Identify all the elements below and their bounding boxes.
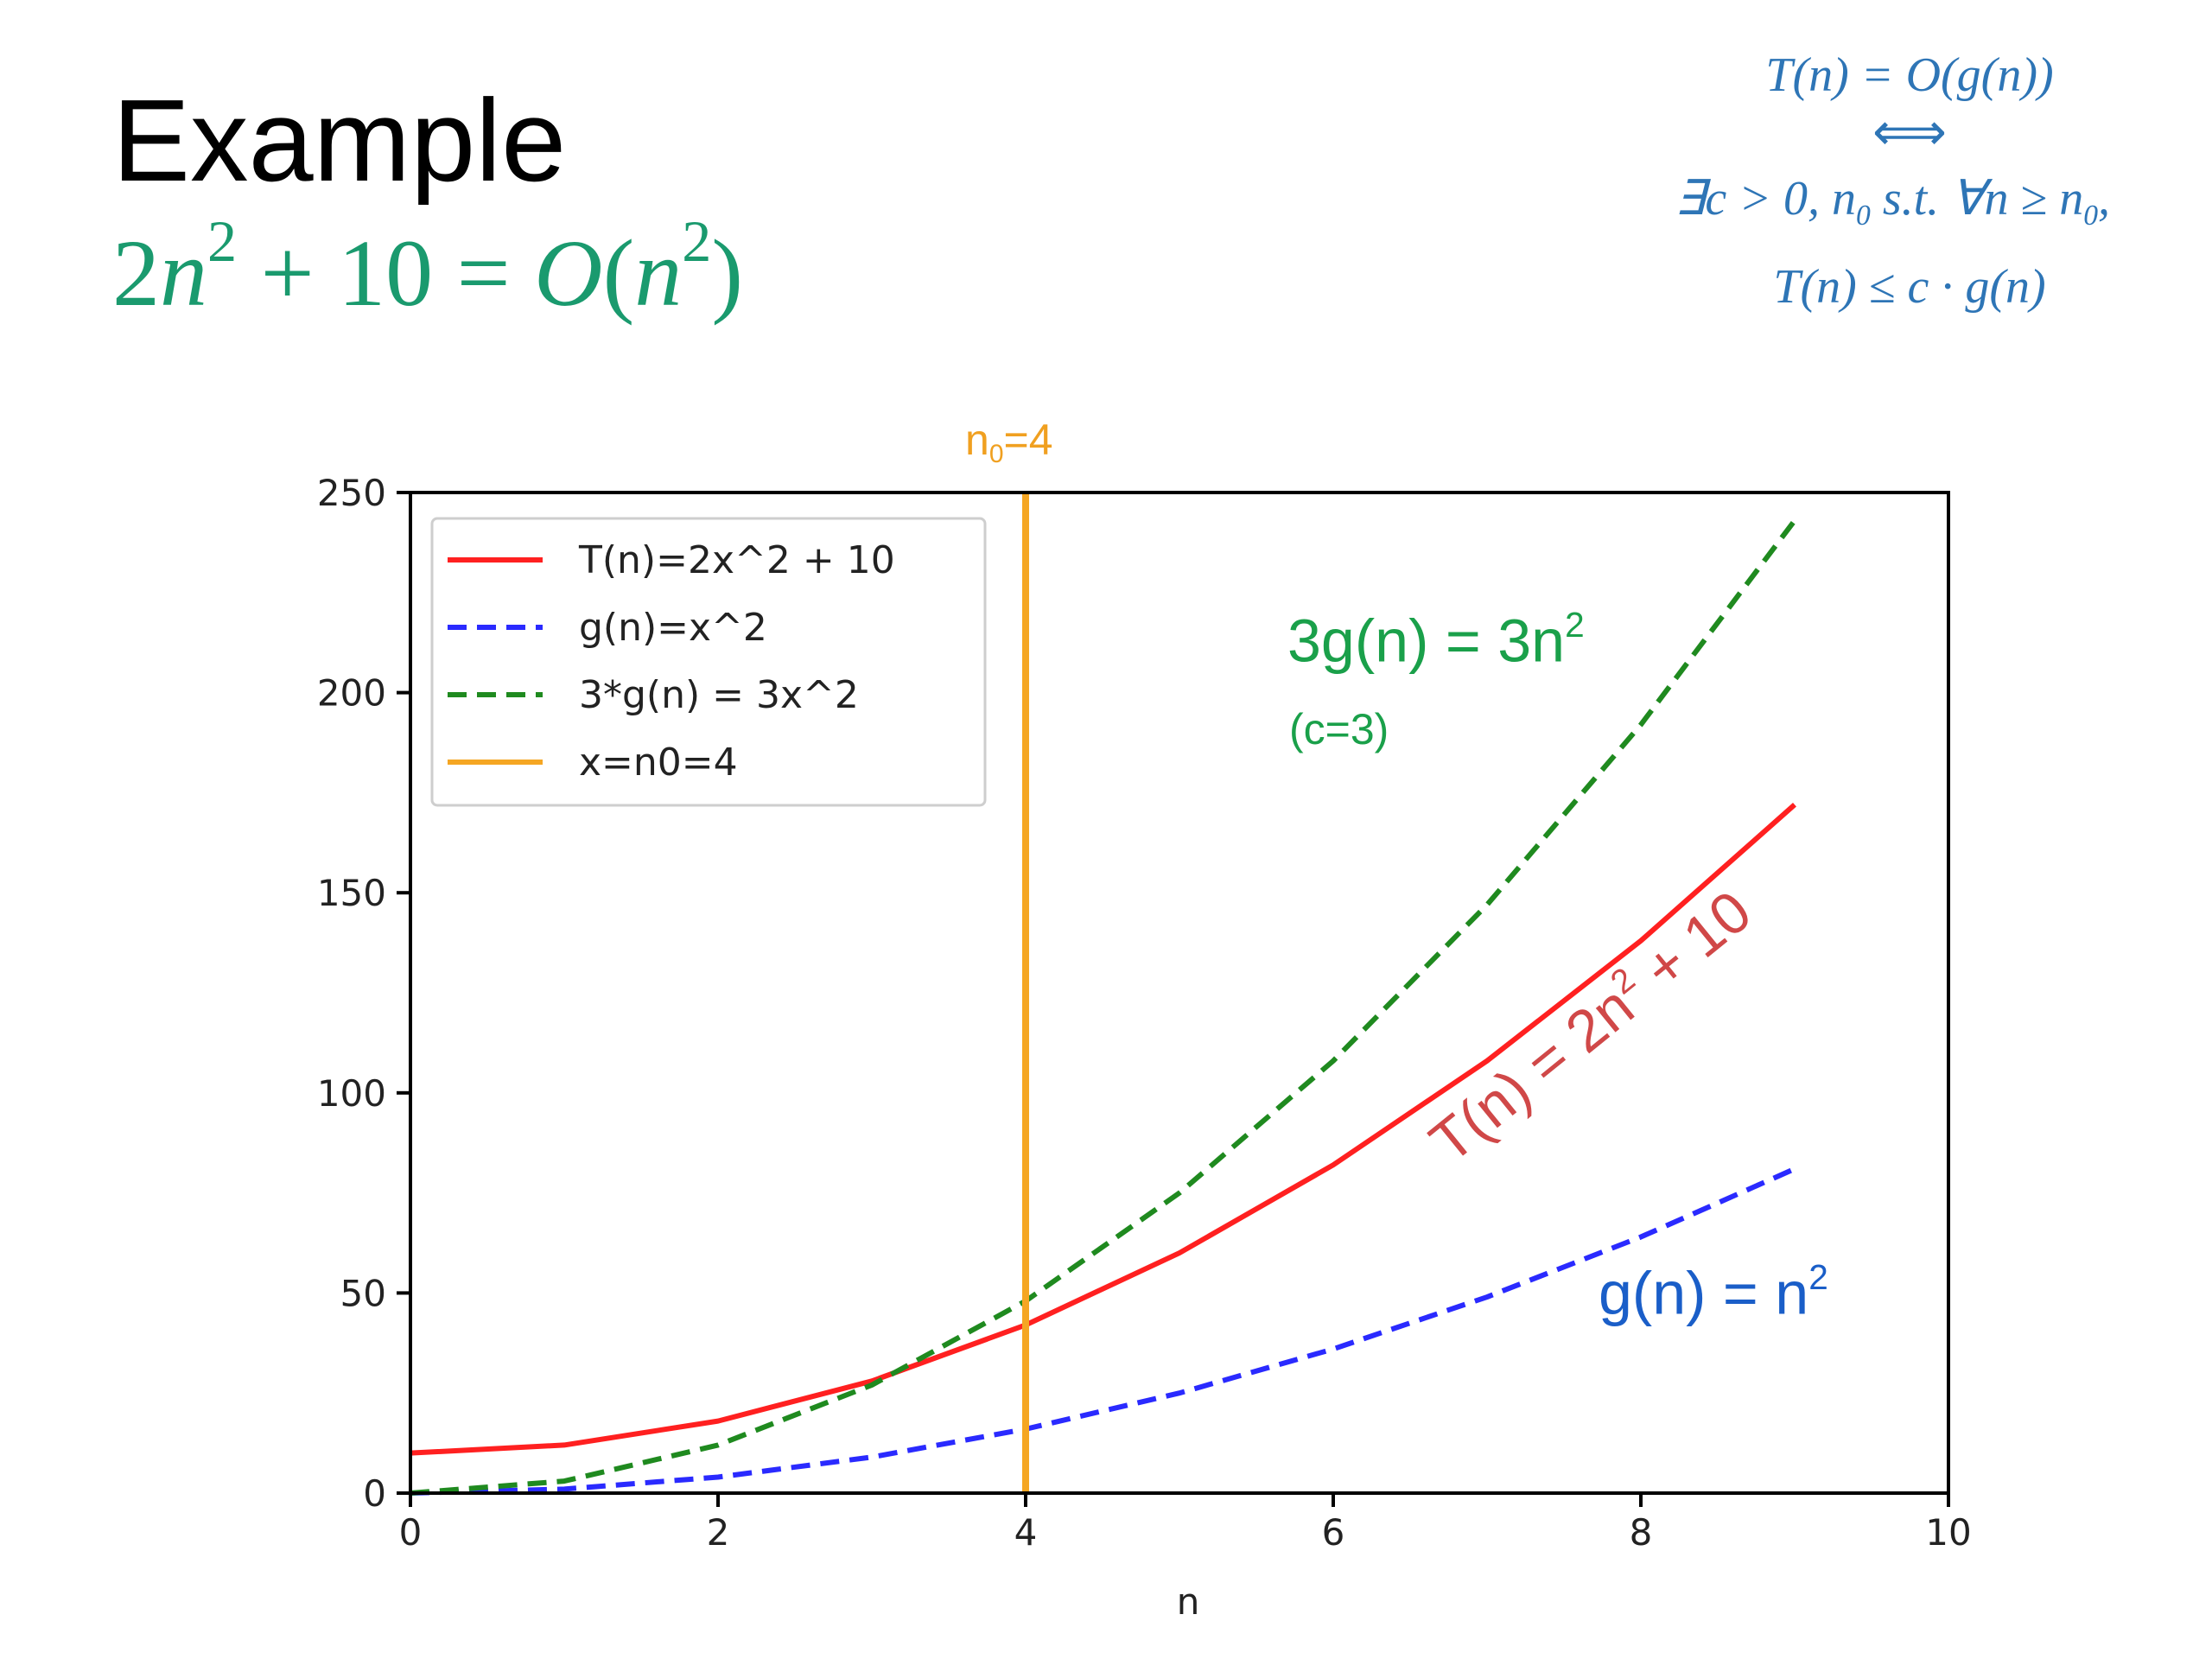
c-annotation: (c=3) [1289, 705, 1389, 753]
plot-frame [409, 491, 1950, 1495]
x-tick-label: 8 [1630, 1511, 1653, 1554]
x-tick-label: 6 [1322, 1511, 1345, 1554]
legend-label: 3*g(n) = 3x^2 [579, 673, 859, 717]
y-tick-label: 100 [317, 1072, 386, 1115]
definition-line-4: T(n) ≤ c · g(n) [1773, 260, 2046, 315]
definition-line-3: ∃c > 0, n0 s.t. ∀n ≥ n0, [1674, 172, 2111, 232]
x-tick-label: 10 [1925, 1511, 1971, 1554]
slide-title: Example [112, 75, 567, 206]
x-axis-label: n [1177, 1580, 1200, 1623]
y-tick-label: 50 [340, 1272, 386, 1314]
series-line-3 [410, 518, 1797, 1496]
y-tick-label: 150 [317, 872, 386, 914]
y-tick-label: 200 [317, 672, 386, 715]
series-line-1 [410, 803, 1796, 1456]
y-tick-label: 250 [317, 472, 386, 514]
legend-label: g(n)=x^2 [579, 606, 767, 650]
y-tick-label: 0 [363, 1472, 386, 1515]
legend-label: x=n0=4 [579, 741, 738, 785]
x-tick-label: 4 [1014, 1511, 1038, 1554]
x-tick-label: 0 [399, 1511, 423, 1554]
n0-annotation: n0=4 [965, 416, 1053, 468]
g-annotation: g(n) = n2 [1599, 1257, 1828, 1327]
definition-iff: ⟺ [1872, 104, 1947, 162]
x-tick-label: 2 [707, 1511, 730, 1554]
big-o-definition: T(n) = O(g(n)) ⟺ ∃c > 0, n0 s.t. ∀n ≥ n0… [1581, 48, 2203, 315]
definition-line-1: T(n) = O(g(n)) [1765, 48, 2054, 102]
legend-box [430, 517, 987, 807]
slide-subtitle: 2n2 + 10 = O(n2) [112, 208, 743, 327]
series-line-2 [410, 1166, 1796, 1496]
legend-label: T(n)=2x^2 + 10 [578, 538, 895, 582]
three-g-annotation: 3g(n) = 3n2 [1287, 605, 1585, 675]
